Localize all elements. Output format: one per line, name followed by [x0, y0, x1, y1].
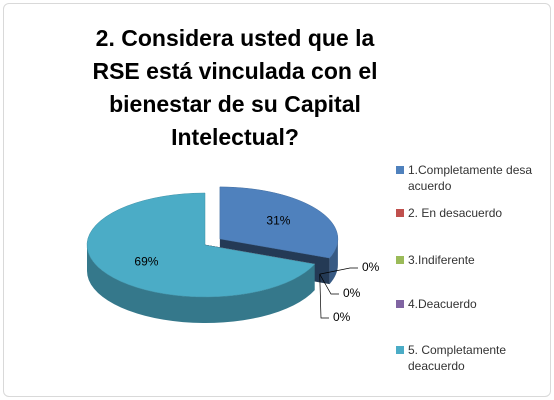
data-label: 69%: [134, 255, 158, 269]
slice: [219, 186, 339, 259]
legend-label: 1.Completamente desa acuerdo: [408, 163, 533, 193]
legend-item: 4.Deacuerdo: [396, 296, 554, 312]
data-label: 31%: [266, 214, 290, 228]
slice-tops: [86, 186, 339, 298]
legend-item: 3.Indiferente: [396, 252, 554, 268]
leader-line: [319, 273, 339, 295]
slice-side: [329, 238, 338, 285]
legend-swatch: [396, 346, 404, 354]
leader-line: [319, 274, 329, 319]
data-label: 0%: [333, 310, 351, 324]
legend-label: 4.Deacuerdo: [408, 297, 477, 311]
legend-swatch: [396, 209, 404, 217]
chart-title: 2. Considera usted que la RSE está vincu…: [92, 25, 378, 150]
slice: [86, 192, 316, 298]
data-label: 0%: [362, 260, 380, 274]
slice-side: [87, 245, 315, 324]
legend-item: 2. En desacuerdo: [396, 205, 554, 221]
data-label: 0%: [343, 286, 361, 300]
legend-item: 1.Completamente desa acuerdo: [396, 162, 554, 194]
chart-border: [3, 3, 551, 397]
legend-label: 5. Completamente deacuerdo: [408, 343, 507, 373]
legend-item: 5. Completamente deacuerdo: [396, 342, 554, 374]
leader-line: [319, 267, 358, 275]
legend-swatch: [396, 300, 404, 308]
legend-swatch: [396, 256, 404, 264]
legend-swatch: [396, 166, 404, 174]
legend-label: 2. En desacuerdo: [408, 206, 503, 220]
legend-label: 3.Indiferente: [408, 253, 475, 267]
